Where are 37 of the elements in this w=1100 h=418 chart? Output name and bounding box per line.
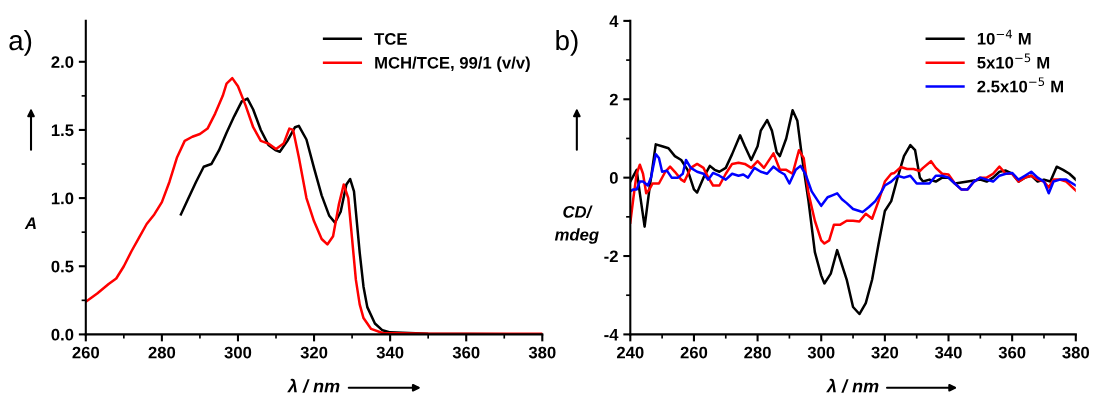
legend-label: MCH/TCE, 99/1 (v/v) — [375, 56, 530, 72]
y-tick-label: 1.0 — [51, 192, 74, 205]
y-tick-label: 0 — [609, 172, 618, 184]
x-tick-label: 280 — [148, 346, 176, 359]
x-tick-label: 360 — [998, 346, 1026, 359]
x-tick-label: 340 — [934, 346, 962, 359]
x-tick-label: 300 — [224, 346, 252, 359]
x-tick-label: 320 — [300, 346, 328, 359]
legend-label: 10$^{−4}$ M — [977, 29, 1031, 45]
x-tick-label: 380 — [528, 346, 556, 359]
x-tick-label: 300 — [807, 346, 835, 359]
y-tick-label: 2 — [609, 93, 618, 106]
line-series — [630, 152, 1076, 214]
x-tick-label: 380 — [1062, 346, 1090, 359]
y-tick-label: 4 — [609, 15, 619, 27]
legend-label: TCE — [374, 33, 407, 45]
chart-title: b) — [556, 29, 578, 56]
y-tick-label: 0.5 — [51, 260, 74, 273]
x-tick-label: 260 — [72, 346, 100, 359]
x-tick-label: 360 — [452, 346, 480, 359]
x-tick-label: 340 — [376, 346, 404, 359]
legend-label: 2.5x10$^{−5}$ M — [977, 77, 1063, 93]
x-tick-label: 320 — [871, 346, 899, 359]
y-axis-title: CD/ mdeg — [554, 205, 599, 244]
y-tick-label: -2 — [604, 250, 618, 263]
y-tick-label: -4 — [604, 328, 619, 341]
legend-label: 5x10$^{−5}$ M — [977, 53, 1050, 69]
x-tick-label: 240 — [616, 346, 644, 359]
x-tick-label: 280 — [744, 346, 771, 359]
x-tick-label: 260 — [680, 346, 708, 359]
chart-title: a) — [9, 29, 32, 56]
x-axis-title: λ / nm — [826, 378, 879, 393]
y-tick-label: 2.0 — [51, 56, 74, 68]
y-tick-label: 0.0 — [51, 328, 74, 341]
y-axis-title: A — [24, 217, 36, 229]
y-tick-label: 1.5 — [51, 124, 74, 137]
x-axis-title: λ / nm — [287, 378, 340, 393]
